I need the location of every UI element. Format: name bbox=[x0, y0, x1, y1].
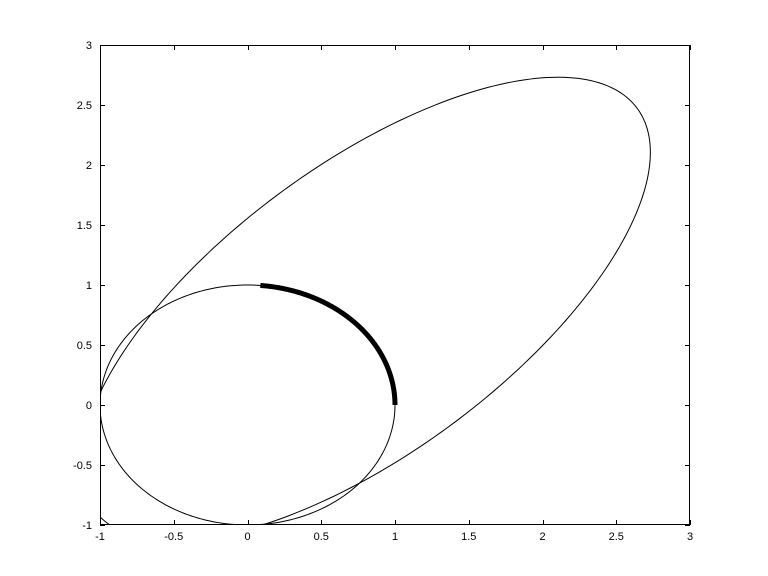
x-tick bbox=[174, 520, 175, 525]
x-tick-label: 1 bbox=[392, 531, 398, 543]
y-tick bbox=[100, 285, 105, 286]
y-tick bbox=[100, 465, 105, 466]
x-tick bbox=[543, 520, 544, 525]
x-tick bbox=[690, 520, 691, 525]
x-tick-top bbox=[174, 45, 175, 50]
y-tick-right bbox=[685, 45, 690, 46]
x-tick bbox=[395, 520, 396, 525]
x-tick-top bbox=[543, 45, 544, 50]
x-tick bbox=[248, 520, 249, 525]
y-tick-right bbox=[685, 165, 690, 166]
x-tick-top bbox=[248, 45, 249, 50]
x-tick-label: 2.5 bbox=[609, 531, 624, 543]
y-tick-right bbox=[685, 345, 690, 346]
x-tick-top bbox=[321, 45, 322, 50]
y-tick-right bbox=[685, 285, 690, 286]
y-tick bbox=[100, 225, 105, 226]
y-tick bbox=[100, 405, 105, 406]
y-tick bbox=[100, 105, 105, 106]
y-tick-right bbox=[685, 525, 690, 526]
x-tick-label: 0 bbox=[244, 531, 250, 543]
y-tick-right bbox=[685, 465, 690, 466]
y-tick bbox=[100, 165, 105, 166]
x-tick-top bbox=[616, 45, 617, 50]
x-tick-label: 3 bbox=[687, 531, 693, 543]
x-tick-label: 0.5 bbox=[314, 531, 329, 543]
x-tick-label: 2 bbox=[539, 531, 545, 543]
y-tick-right bbox=[685, 225, 690, 226]
x-tick bbox=[321, 520, 322, 525]
x-tick-top bbox=[395, 45, 396, 50]
x-tick bbox=[469, 520, 470, 525]
x-tick-top bbox=[690, 45, 691, 50]
y-tick bbox=[100, 345, 105, 346]
y-tick bbox=[100, 45, 105, 46]
x-tick-label: 1.5 bbox=[461, 531, 476, 543]
x-tick-label: -1 bbox=[95, 531, 105, 543]
thick-arc bbox=[260, 285, 395, 405]
x-tick bbox=[616, 520, 617, 525]
y-tick-right bbox=[685, 105, 690, 106]
y-tick bbox=[100, 525, 105, 526]
y-tick-right bbox=[685, 405, 690, 406]
tilted-ellipse bbox=[81, 77, 651, 541]
x-tick-top bbox=[469, 45, 470, 50]
x-tick-label: -0.5 bbox=[164, 531, 183, 543]
plot-svg bbox=[0, 0, 768, 576]
